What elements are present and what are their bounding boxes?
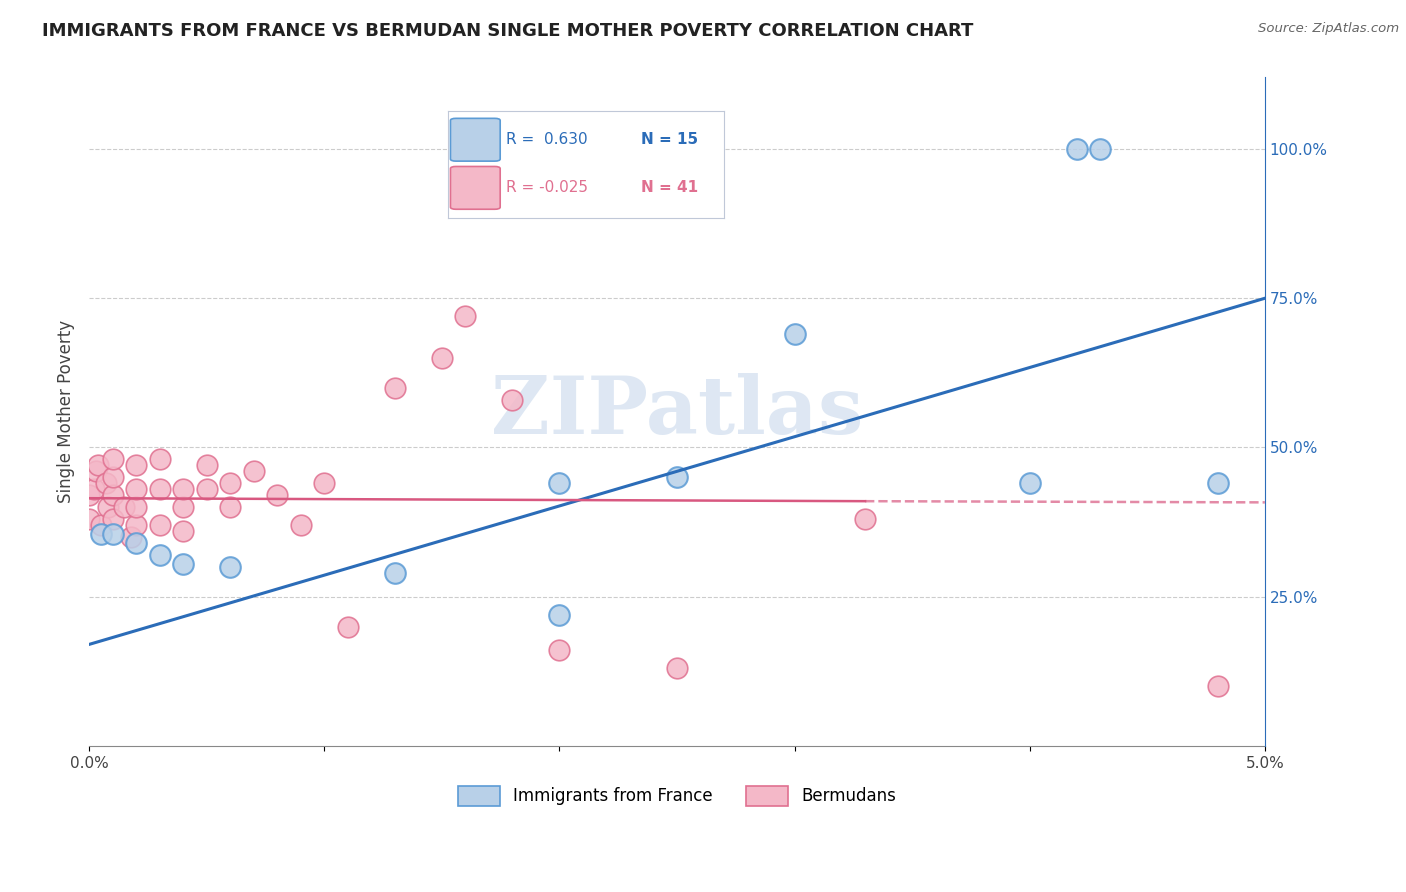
- Text: ZIPatlas: ZIPatlas: [491, 373, 863, 450]
- Point: [125, 536, 148, 550]
- Text: IMMIGRANTS FROM FRANCE VS BERMUDAN SINGLE MOTHER POVERTY CORRELATION CHART: IMMIGRANTS FROM FRANCE VS BERMUDAN SINGL…: [42, 22, 973, 40]
- Point: [314, 476, 336, 491]
- Point: [101, 470, 124, 484]
- Point: [266, 488, 288, 502]
- Point: [665, 470, 688, 484]
- Point: [665, 661, 688, 675]
- Point: [290, 518, 312, 533]
- Point: [87, 458, 110, 473]
- Point: [149, 518, 172, 533]
- Point: [101, 527, 124, 541]
- Point: [242, 464, 264, 478]
- Point: [94, 476, 117, 491]
- Point: [548, 607, 571, 622]
- Text: Source: ZipAtlas.com: Source: ZipAtlas.com: [1258, 22, 1399, 36]
- Point: [77, 488, 100, 502]
- Point: [454, 309, 477, 323]
- Point: [384, 566, 406, 580]
- Point: [77, 512, 100, 526]
- Point: [112, 500, 135, 515]
- Point: [120, 530, 142, 544]
- Point: [101, 512, 124, 526]
- Point: [90, 518, 112, 533]
- Point: [125, 518, 148, 533]
- Point: [1206, 476, 1229, 491]
- Point: [1206, 679, 1229, 693]
- Point: [219, 500, 242, 515]
- Point: [125, 458, 148, 473]
- Point: [90, 527, 112, 541]
- Point: [172, 524, 194, 538]
- Point: [125, 482, 148, 496]
- Point: [853, 512, 876, 526]
- Point: [172, 500, 194, 515]
- Point: [1018, 476, 1040, 491]
- Y-axis label: Single Mother Poverty: Single Mother Poverty: [58, 320, 75, 503]
- Point: [195, 482, 218, 496]
- Point: [548, 476, 571, 491]
- Point: [149, 548, 172, 562]
- Point: [97, 500, 120, 515]
- Point: [149, 482, 172, 496]
- Point: [84, 464, 107, 478]
- Point: [172, 482, 194, 496]
- Point: [172, 557, 194, 571]
- Point: [1090, 142, 1112, 156]
- Point: [1066, 142, 1088, 156]
- Point: [548, 643, 571, 657]
- Point: [219, 559, 242, 574]
- Legend: Immigrants from France, Bermudans: Immigrants from France, Bermudans: [451, 779, 903, 813]
- Point: [336, 619, 359, 633]
- Point: [83, 482, 105, 496]
- Point: [195, 458, 218, 473]
- Point: [101, 488, 124, 502]
- Point: [219, 476, 242, 491]
- Point: [430, 351, 453, 365]
- Point: [783, 327, 806, 342]
- Point: [125, 500, 148, 515]
- Point: [149, 452, 172, 467]
- Point: [101, 452, 124, 467]
- Point: [501, 392, 523, 407]
- Point: [384, 381, 406, 395]
